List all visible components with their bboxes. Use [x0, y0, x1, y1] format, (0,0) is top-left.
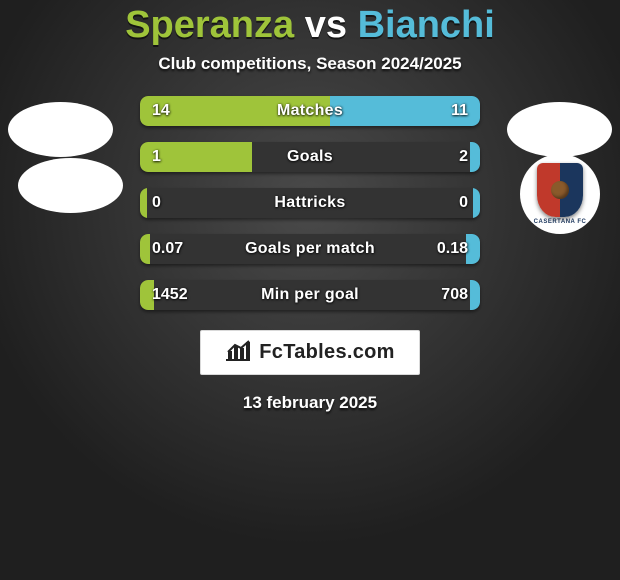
- bar-chart-icon: [225, 339, 251, 366]
- title-player-b: Bianchi: [358, 4, 495, 46]
- stat-bar: 0.070.18Goals per match: [140, 234, 480, 264]
- avatar-b-head: [507, 102, 612, 157]
- title-player-a: Speranza: [125, 4, 294, 46]
- club-crest: CASERTANA FC: [520, 154, 600, 234]
- bar-label: Goals per match: [140, 234, 480, 264]
- date: 13 february 2025: [0, 393, 620, 413]
- avatar-a-head: [8, 102, 113, 157]
- bar-label: Hattricks: [140, 188, 480, 218]
- subtitle: Club competitions, Season 2024/2025: [0, 54, 620, 74]
- bar-label: Goals: [140, 142, 480, 172]
- crest-shield: [537, 163, 583, 217]
- stat-bars: 1411Matches 12Goals 00Hattricks 0.070.18Goa…: [140, 96, 480, 310]
- bar-label: Matches: [140, 96, 480, 126]
- stat-bar: 1411Matches: [140, 96, 480, 126]
- title-row: Speranza vs Bianchi: [0, 4, 620, 48]
- infographic-panel: Speranza vs Bianchi Club competitions, S…: [0, 0, 620, 580]
- brand-badge: FcTables.com: [200, 330, 420, 375]
- crest-label: CASERTANA FC: [534, 219, 587, 225]
- stat-bar: 1452708Min per goal: [140, 280, 480, 310]
- stat-bar: 00Hattricks: [140, 188, 480, 218]
- compare-area: CASERTANA FC 1411Matches 12Goals 00Hattric…: [0, 96, 620, 326]
- bar-label: Min per goal: [140, 280, 480, 310]
- avatar-a-chest: [18, 158, 123, 213]
- stat-bar: 12Goals: [140, 142, 480, 172]
- crest-ball-icon: [551, 181, 569, 199]
- background: Speranza vs Bianchi Club competitions, S…: [0, 0, 620, 580]
- brand-text: FcTables.com: [259, 341, 395, 364]
- title-vs: vs: [305, 4, 347, 46]
